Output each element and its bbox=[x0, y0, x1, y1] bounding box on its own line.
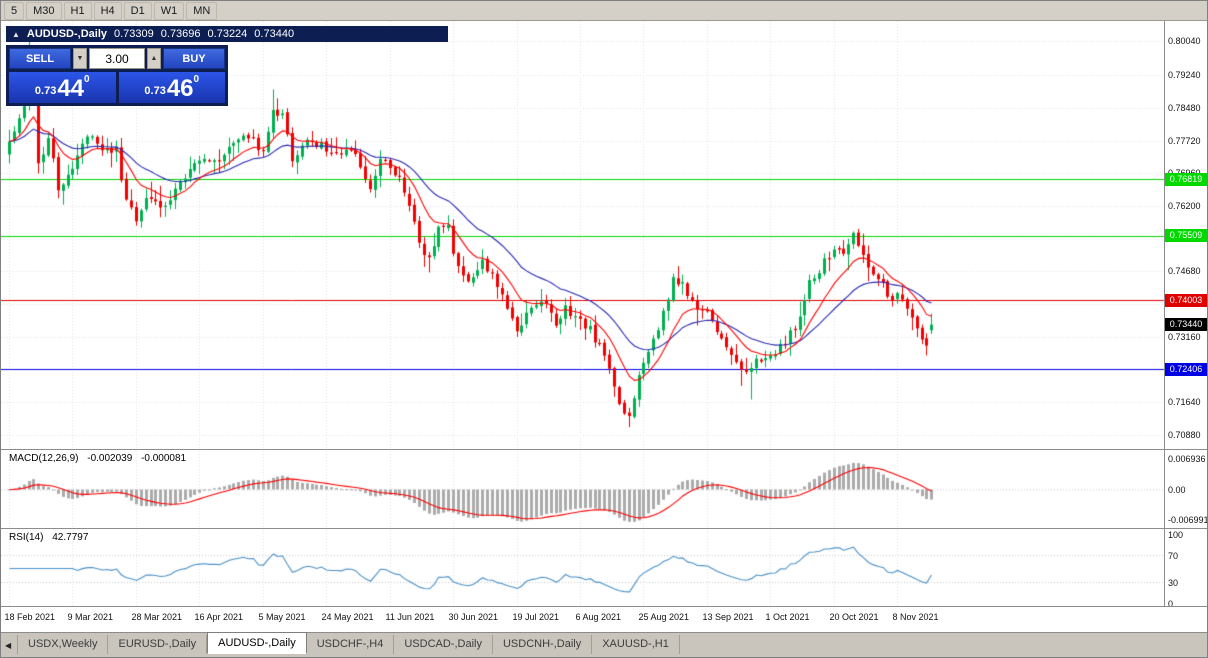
chart-title-bar: ▲ AUDUSD-,Daily 0.73309 0.73696 0.73224 … bbox=[6, 26, 448, 42]
timeframe-button-H1[interactable]: H1 bbox=[63, 1, 92, 20]
one-click-trading-panel: SELL ▼ 3.00 ▲ BUY 0.73 44 0 0.73 46 0 bbox=[6, 45, 228, 106]
ask-price-pips: 46 bbox=[166, 75, 194, 102]
date-axis-label: 20 Oct 2021 bbox=[829, 612, 879, 622]
price-axis-label: 0.77720 bbox=[1168, 135, 1201, 146]
macd-main-value: -0.002039 bbox=[87, 453, 133, 464]
chart-symbol-label: AUDUSD-,Daily bbox=[26, 28, 107, 40]
chart-high-value: 0.73696 bbox=[160, 28, 201, 40]
price-axis-label: 0.78480 bbox=[1168, 102, 1201, 113]
volume-down-icon[interactable]: ▼ bbox=[73, 48, 87, 69]
chart-tab-usdchf-h4[interactable]: USDCHF-,H4 bbox=[307, 635, 395, 654]
chart-tabs-bar: ◀ USDX,Weekly EURUSD-,Daily AUDUSD-,Daily U… bbox=[1, 632, 1207, 657]
date-axis-label: 11 Jun 2021 bbox=[385, 612, 435, 622]
price-level-badge: 0.76819 bbox=[1165, 172, 1207, 186]
date-axis-label: 1 Oct 2021 bbox=[765, 612, 810, 622]
date-axis-label: 18 Feb 2021 bbox=[4, 612, 56, 622]
rsi-axis-label: 100 bbox=[1168, 530, 1184, 540]
timeframe-button-M30[interactable]: M30 bbox=[26, 1, 62, 20]
macd-signal-value: -0.000081 bbox=[141, 453, 187, 464]
ask-price-point: 0 bbox=[193, 74, 200, 85]
date-axis-label: 19 Jul 2021 bbox=[512, 612, 560, 622]
timeframe-button-MN[interactable]: MN bbox=[186, 1, 218, 20]
rsi-indicator-label: RSI(14) 42.7797 bbox=[9, 532, 94, 543]
date-axis-label: 5 May 2021 bbox=[258, 612, 306, 622]
chart-low-value: 0.73224 bbox=[207, 28, 248, 40]
price-axis-label: 0.74680 bbox=[1168, 266, 1201, 277]
date-axis-label: 30 Jun 2021 bbox=[448, 612, 499, 622]
tab-scroll-left-icon[interactable]: ◀ bbox=[5, 641, 12, 650]
chart-tab-usdcad-daily[interactable]: USDCAD-,Daily bbox=[394, 635, 493, 654]
price-axis-separator bbox=[1164, 21, 1165, 607]
date-axis-label: 9 Mar 2021 bbox=[67, 612, 114, 622]
chart-close-value: 0.73440 bbox=[254, 28, 295, 40]
panel-splitter[interactable] bbox=[1, 606, 1207, 607]
ask-price-prefix: 0.73 bbox=[144, 85, 166, 97]
bid-price-pips: 44 bbox=[57, 75, 85, 102]
macd-axis-label: -0.006991 bbox=[1168, 515, 1208, 526]
macd-panel-canvas[interactable] bbox=[1, 451, 1165, 528]
rsi-title-text: RSI(14) bbox=[9, 532, 44, 543]
sell-button[interactable]: SELL bbox=[9, 48, 71, 69]
price-axis-label: 0.73160 bbox=[1168, 331, 1201, 342]
macd-axis-label: 0.006936 bbox=[1168, 453, 1206, 464]
timeframe-button-D1[interactable]: D1 bbox=[123, 1, 152, 20]
buy-button[interactable]: BUY bbox=[163, 48, 225, 69]
date-axis-label: 6 Aug 2021 bbox=[575, 612, 622, 622]
date-axis-label: 28 Mar 2021 bbox=[131, 612, 183, 622]
last-price-badge: 0.73440 bbox=[1165, 318, 1207, 332]
price-level-badge: 0.72406 bbox=[1165, 362, 1207, 376]
bid-price-point: 0 bbox=[84, 74, 90, 85]
macd-axis-label: 0.00 bbox=[1168, 484, 1186, 495]
price-axis-label: 0.70880 bbox=[1168, 429, 1201, 440]
date-axis-label: 16 Apr 2021 bbox=[194, 612, 244, 622]
bid-price-prefix: 0.73 bbox=[34, 85, 57, 97]
rsi-axis-label: 30 bbox=[1168, 578, 1179, 589]
chart-open-value: 0.73309 bbox=[114, 28, 154, 40]
chart-tab-audusd-daily[interactable]: AUDUSD-,Daily bbox=[207, 632, 307, 654]
rsi-panel-canvas[interactable] bbox=[1, 530, 1165, 606]
price-level-badge: 0.74003 bbox=[1165, 293, 1207, 307]
chart-tab-xauusd-h1[interactable]: XAUUSD-,H1 bbox=[592, 635, 680, 654]
volume-up-icon[interactable]: ▲ bbox=[147, 48, 161, 69]
date-axis-label: 24 May 2021 bbox=[321, 612, 374, 622]
price-axis-label: 0.79240 bbox=[1168, 70, 1201, 81]
date-axis-label: 25 Aug 2021 bbox=[638, 612, 690, 622]
date-axis-label: 13 Sep 2021 bbox=[702, 612, 754, 622]
chart-tab-usdcnh-daily[interactable]: USDCNH-,Daily bbox=[493, 635, 593, 654]
rsi-value: 42.7797 bbox=[52, 532, 89, 543]
price-axis-label: 0.71640 bbox=[1168, 397, 1201, 408]
timeframe-button-W1[interactable]: W1 bbox=[153, 1, 185, 20]
chart-tab-usdx-weekly[interactable]: USDX,Weekly bbox=[17, 635, 109, 654]
panel-splitter[interactable] bbox=[1, 528, 1207, 529]
date-axis-label: 8 Nov 2021 bbox=[892, 612, 939, 622]
price-axis-label: 0.76200 bbox=[1168, 200, 1201, 211]
ask-price-display[interactable]: 0.73 46 0 bbox=[118, 72, 225, 103]
rsi-axis-label: 0 bbox=[1168, 599, 1174, 609]
chart-tab-eurusd-daily[interactable]: EURUSD-,Daily bbox=[108, 635, 208, 654]
bid-price-display[interactable]: 0.73 44 0 bbox=[9, 72, 116, 103]
price-axis-label: 0.80040 bbox=[1168, 35, 1201, 46]
timeframe-toolbar: 5 M30 H1 H4 D1 W1 MN bbox=[1, 1, 1207, 21]
timeframe-button-5[interactable]: 5 bbox=[4, 1, 25, 20]
rsi-axis-label: 70 bbox=[1168, 550, 1179, 561]
panel-splitter[interactable] bbox=[1, 449, 1207, 450]
price-level-badge: 0.75509 bbox=[1165, 229, 1207, 243]
macd-indicator-label: MACD(12,26,9) -0.002039 -0.000081 bbox=[9, 453, 192, 464]
volume-input[interactable]: 3.00 bbox=[89, 48, 145, 69]
timeframe-button-H4[interactable]: H4 bbox=[93, 1, 122, 20]
chart-window-icon: ▲ bbox=[12, 29, 20, 39]
macd-title-text: MACD(12,26,9) bbox=[9, 453, 79, 464]
